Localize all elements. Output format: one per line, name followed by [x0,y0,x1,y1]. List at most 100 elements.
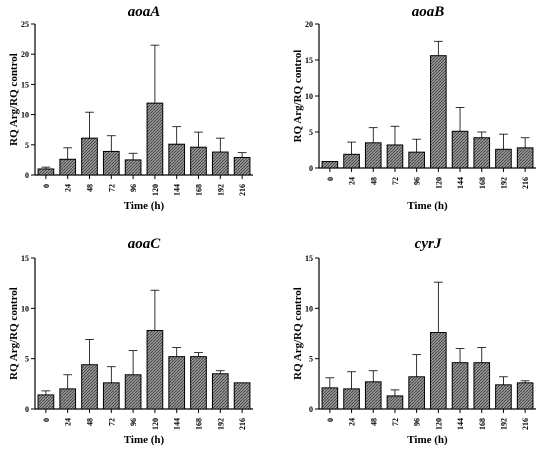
bar-48h [81,137,98,176]
bar-24h [343,388,360,410]
bar-192h [495,148,512,169]
chart-title: aoaC [128,236,162,252]
bar-192h [211,151,229,176]
x-tick-label: 144 [173,418,182,430]
x-axis-label: Time (h) [124,200,165,212]
bar-216h [233,156,251,176]
x-tick-label: 168 [195,418,204,430]
chart-panel-aoaA: aoaA 0 5 10 15 20 25 0 24 48 72 96 120 144 168 192 216 Ti… [8,4,253,212]
chart-title: aoaB [412,4,445,20]
x-tick-label: 216 [521,418,530,430]
bar-96h [408,376,425,410]
bar-24h [343,153,360,169]
x-tick-label: 48 [86,184,95,192]
bar-24h [59,388,77,410]
y-axis-label: RQ Arg/RQ control [8,287,20,380]
x-tick-label: 192 [499,418,508,430]
bar-48h [81,364,98,410]
x-tick-label: 72 [107,184,116,192]
x-tick-label: 120 [151,184,160,196]
x-axis-label: Time (h) [407,200,448,212]
bar-0h [37,394,55,410]
y-axis-label: RQ Arg/RQ control [8,53,20,146]
y-tick-label: 5 [25,355,29,364]
x-tick-label: 192 [216,184,225,196]
bar-72h [386,395,404,410]
bar-0h [37,168,55,176]
bar-0h [321,161,339,169]
y-axis-label: RQ Arg/RQ control [292,50,304,143]
x-tick-label: 96 [413,177,422,185]
x-tick-label: 144 [456,418,465,430]
x-tick-label: 72 [391,418,400,426]
bar-72h [102,150,120,176]
x-tick-label: 168 [195,184,204,196]
y-tick-label: 15 [21,80,29,89]
x-tick-label: 48 [369,418,378,426]
y-tick-label: 10 [21,304,29,313]
y-tick-label: 15 [305,254,313,263]
x-tick-label: 72 [107,418,116,426]
x-tick-label: 48 [86,418,95,426]
bar-96h [124,374,142,410]
y-tick-label: 5 [25,141,29,150]
x-tick-label: 0 [326,418,335,422]
bar-72h [386,144,404,169]
bar-48h [364,381,382,410]
y-tick-label: 20 [21,50,29,59]
bar-120h [430,55,447,169]
bar-192h [495,384,512,410]
y-tick-label: 5 [309,128,313,137]
x-tick-label: 0 [42,184,51,188]
x-tick-label: 0 [326,177,335,181]
x-tick-label: 96 [129,184,138,192]
x-tick-label: 216 [521,177,530,189]
x-tick-label: 216 [238,418,247,430]
y-axis-label: RQ Arg/RQ control [292,287,304,380]
bar-144h [168,356,186,410]
bar-216h [516,382,534,410]
x-tick-label: 168 [478,418,487,430]
x-axis-label: Time (h) [407,434,448,446]
bar-168h [190,146,207,176]
bar-120h [146,329,164,410]
x-tick-label: 120 [434,177,443,189]
x-tick-label: 72 [391,177,400,185]
y-tick-label: 20 [305,20,313,29]
x-tick-label: 120 [434,418,443,430]
x-tick-label: 168 [478,177,487,189]
y-tick-label: 10 [21,111,29,120]
x-tick-label: 96 [413,418,422,426]
bar-168h [473,137,491,169]
bar-144h [451,130,469,169]
chart-panel-cyrJ: cyrJ 0 5 10 15 0 24 48 72 96 120 144 168 192 216 Time (… [292,236,536,446]
x-tick-label: 24 [348,177,357,185]
bar-168h [473,362,491,410]
bar-192h [211,373,229,410]
x-tick-label: 96 [129,418,138,426]
bar-96h [124,159,142,176]
x-tick-label: 24 [64,418,73,426]
y-tick-label: 5 [309,355,313,364]
bar-48h [364,142,382,169]
bar-144h [451,362,469,410]
x-tick-label: 192 [499,177,508,189]
x-axis-label: Time (h) [124,434,165,446]
x-tick-label: 120 [151,418,160,430]
x-tick-label: 144 [173,184,182,196]
y-tick-label: 0 [25,405,29,414]
bar-72h [102,382,120,410]
x-tick-label: 192 [216,418,225,430]
y-tick-label: 0 [309,405,313,414]
bar-168h [190,356,207,410]
bar-24h [59,158,77,176]
x-tick-label: 144 [456,177,465,189]
bar-0h [321,387,339,410]
chart-panel-aoaB: aoaB 0 5 10 15 20 0 24 48 72 96 120 144 168 192 216 Time… [292,4,536,212]
y-tick-label: 10 [305,304,313,313]
chart-title: aoaA [128,4,161,20]
chart-panel-aoaC: aoaC 0 5 10 15 0 24 48 72 96 120 144 168 192 216 Time (… [8,236,253,446]
bar-120h [430,331,447,410]
x-tick-label: 216 [238,184,247,196]
